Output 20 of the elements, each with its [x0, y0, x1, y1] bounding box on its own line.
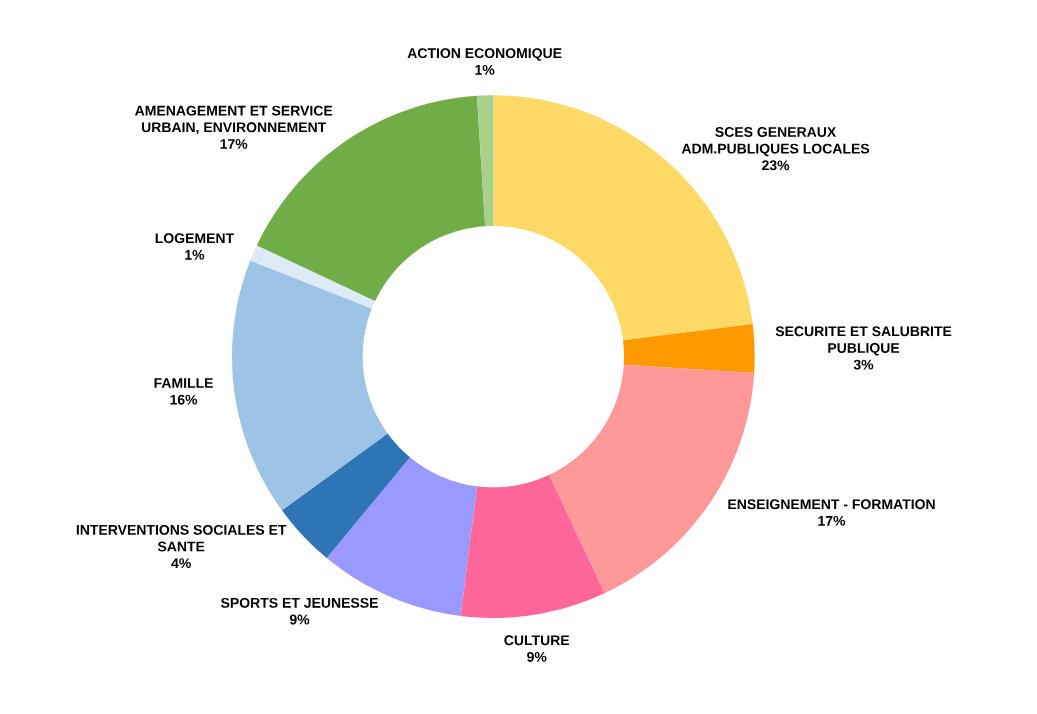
- data-label: 17%: [220, 139, 248, 149]
- data-label: 1%: [475, 64, 495, 75]
- data-label: 3%: [853, 359, 874, 370]
- slice-label: LOGEMENT: [155, 233, 234, 244]
- slice-label: FAMILLE: [154, 378, 213, 388]
- data-label: 16%: [170, 394, 198, 405]
- slice-label: SCES GENERAUX ADM.PUBLIQUES LOCALES: [681, 127, 870, 157]
- data-label: 9%: [289, 614, 310, 625]
- slice-label: ACTION ECONOMIQUE: [407, 48, 562, 61]
- slice-label: AMENAGEMENT ET SERVICE URBAIN, ENVIRONNEMENT: [135, 105, 333, 135]
- data-label: 17%: [818, 515, 846, 526]
- data-label: 1%: [185, 249, 205, 260]
- slice-label: SECURITE ET SALUBRITE PUBLIQUE: [775, 326, 952, 356]
- data-label: 4%: [171, 558, 191, 569]
- slice-label: ENSEIGNEMENT - FORMATION: [728, 499, 935, 510]
- slice-label: INTERVENTIONS SOCIALES ET SANTE: [76, 524, 287, 552]
- slice-label: SPORTS ET JEUNESSE: [220, 597, 378, 608]
- slice-label: CULTURE: [504, 635, 570, 646]
- data-label: 23%: [762, 160, 790, 171]
- data-label: 9%: [527, 651, 547, 662]
